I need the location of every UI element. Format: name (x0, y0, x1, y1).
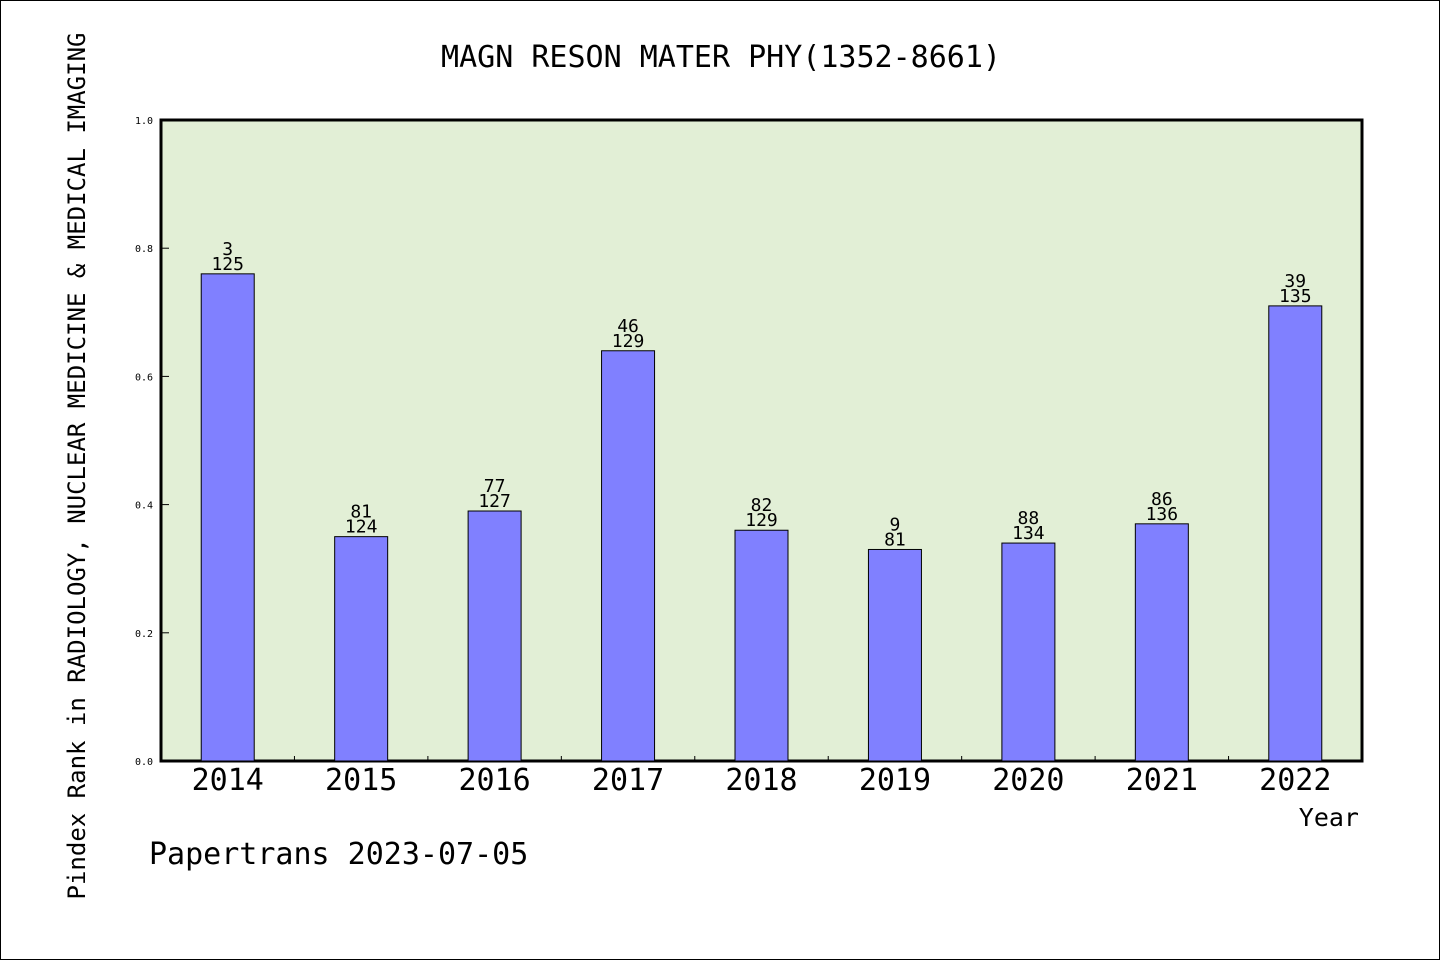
y-tick-label: 0.8 (135, 244, 153, 255)
y-tick-label: 0.2 (135, 629, 153, 640)
bar-label-rank: 77 (484, 476, 506, 497)
bar-label-total: 136 (1146, 504, 1179, 525)
bar-label-rank: 9 (890, 514, 901, 535)
bar (1134, 523, 1189, 762)
bar (334, 536, 389, 762)
x-tick-label: 2019 (859, 763, 931, 798)
bar-label-rank: 82 (751, 495, 773, 516)
bar (734, 529, 789, 762)
bar-label-total: 125 (211, 254, 244, 275)
bar-label-total: 129 (612, 331, 645, 352)
y-tick-label: 1.0 (135, 116, 153, 127)
bar-label-total: 129 (745, 510, 778, 531)
bar-label-rank: 81 (350, 502, 372, 523)
bar (1001, 542, 1056, 762)
bar-label-rank: 39 (1284, 271, 1306, 292)
bar (1268, 305, 1323, 762)
x-axis-title: Year (1299, 803, 1359, 832)
bar-label-rank: 3 (222, 239, 233, 260)
y-axis-title: Pindex Rank in RADIOLOGY, NUCLEAR MEDICI… (63, 33, 91, 900)
bar-label-rank: 86 (1151, 489, 1173, 510)
x-axis: 2014 2015 2016 2017 2018 2019 2020 2021 2022 (192, 756, 1331, 798)
bar-label-total: 127 (478, 491, 511, 512)
bar-label-total: 81 (884, 529, 906, 550)
bar-label-total: 134 (1012, 523, 1045, 544)
x-tick-label: 2020 (992, 763, 1064, 798)
bar (200, 273, 255, 762)
bar-label-rank: 88 (1018, 508, 1040, 529)
x-tick-label: 2021 (1126, 763, 1198, 798)
x-tick-label: 2015 (325, 763, 397, 798)
bar-label-total: 135 (1279, 286, 1312, 307)
y-axis: 0.0 0.2 0.4 0.6 0.8 1.0 (135, 116, 169, 768)
bar (601, 350, 656, 762)
bars-group (200, 273, 1323, 762)
x-tick-label: 2017 (592, 763, 664, 798)
y-tick-label: 0.0 (135, 757, 153, 768)
x-tick-label: 2022 (1259, 763, 1331, 798)
bar-label-total: 124 (345, 517, 378, 538)
x-tick-label: 2016 (458, 763, 530, 798)
bar-label-rank: 46 (617, 316, 639, 337)
x-tick-label: 2018 (725, 763, 797, 798)
bar (867, 548, 922, 762)
y-tick-label: 0.4 (135, 501, 153, 512)
y-tick-label: 0.6 (135, 372, 153, 383)
chart-title: MAGN RESON MATER PHY(1352-8661) (441, 40, 1001, 75)
x-tick-label: 2014 (192, 763, 264, 798)
footer-credit: Papertrans 2023-07-05 (149, 837, 528, 872)
bar (467, 510, 522, 762)
